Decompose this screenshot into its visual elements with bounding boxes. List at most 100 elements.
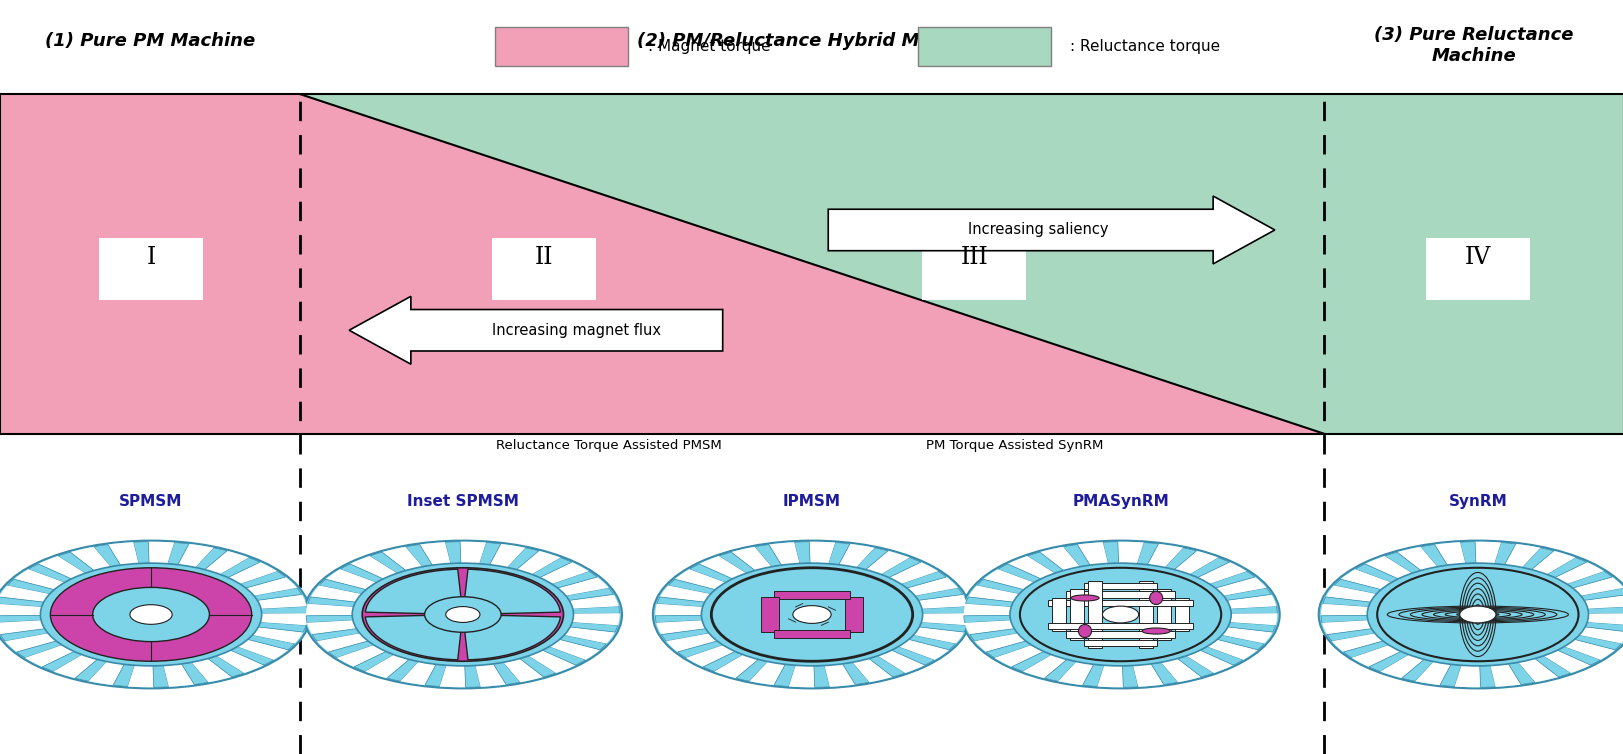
- FancyBboxPatch shape: [99, 238, 203, 300]
- Circle shape: [41, 563, 261, 666]
- FancyBboxPatch shape: [1425, 238, 1529, 300]
- Wedge shape: [755, 544, 781, 567]
- Wedge shape: [1571, 577, 1623, 596]
- Wedge shape: [307, 621, 357, 635]
- Wedge shape: [1173, 551, 1217, 575]
- Wedge shape: [901, 572, 946, 588]
- Circle shape: [445, 606, 480, 623]
- Wedge shape: [167, 543, 188, 565]
- Wedge shape: [659, 586, 711, 602]
- Wedge shape: [182, 662, 208, 685]
- Circle shape: [41, 563, 261, 666]
- FancyBboxPatch shape: [922, 238, 1026, 300]
- Wedge shape: [667, 579, 714, 594]
- Wedge shape: [365, 654, 409, 678]
- Wedge shape: [962, 604, 1011, 616]
- Wedge shape: [865, 551, 909, 575]
- Polygon shape: [1066, 591, 1173, 598]
- Ellipse shape: [1149, 591, 1162, 605]
- Wedge shape: [685, 645, 735, 667]
- Wedge shape: [557, 577, 609, 596]
- Wedge shape: [70, 547, 110, 571]
- Wedge shape: [328, 641, 373, 657]
- FancyArrow shape: [349, 296, 722, 364]
- Wedge shape: [917, 594, 967, 608]
- Polygon shape: [1156, 590, 1170, 639]
- Wedge shape: [253, 588, 302, 600]
- Text: PM Torque Assisted SynRM: PM Torque Assisted SynRM: [925, 439, 1104, 452]
- Wedge shape: [24, 645, 75, 667]
- Wedge shape: [654, 604, 703, 616]
- Wedge shape: [1556, 646, 1600, 665]
- Wedge shape: [1331, 633, 1383, 652]
- Wedge shape: [16, 641, 62, 657]
- Wedge shape: [975, 579, 1022, 594]
- Wedge shape: [1582, 594, 1623, 608]
- Wedge shape: [922, 606, 969, 614]
- Wedge shape: [1011, 651, 1052, 672]
- FancyArrow shape: [828, 196, 1274, 264]
- Wedge shape: [1578, 627, 1623, 643]
- Polygon shape: [1087, 581, 1102, 648]
- Wedge shape: [914, 588, 962, 600]
- Wedge shape: [365, 615, 463, 660]
- Wedge shape: [1543, 650, 1589, 673]
- Wedge shape: [808, 541, 834, 564]
- Circle shape: [711, 568, 912, 661]
- Wedge shape: [1350, 645, 1401, 667]
- Wedge shape: [1380, 654, 1423, 678]
- Wedge shape: [1222, 588, 1271, 600]
- Circle shape: [701, 563, 922, 666]
- Circle shape: [352, 563, 573, 666]
- Wedge shape: [565, 588, 613, 600]
- Wedge shape: [1133, 664, 1164, 687]
- Wedge shape: [1039, 547, 1079, 571]
- Wedge shape: [1319, 615, 1367, 623]
- Wedge shape: [563, 627, 615, 643]
- Wedge shape: [516, 551, 560, 575]
- Wedge shape: [898, 639, 948, 660]
- Polygon shape: [1047, 599, 1193, 606]
- Wedge shape: [354, 651, 394, 672]
- Wedge shape: [719, 552, 755, 573]
- Wedge shape: [1508, 662, 1534, 685]
- Wedge shape: [0, 586, 50, 602]
- Wedge shape: [1186, 650, 1232, 673]
- Wedge shape: [164, 664, 195, 687]
- Wedge shape: [339, 564, 383, 583]
- Circle shape: [1010, 563, 1230, 666]
- Wedge shape: [1479, 666, 1495, 688]
- Wedge shape: [1058, 661, 1094, 685]
- Text: (2) PM/Reluctance Hybrid Machine: (2) PM/Reluctance Hybrid Machine: [636, 32, 987, 51]
- Wedge shape: [964, 621, 1014, 635]
- Polygon shape: [1066, 631, 1173, 638]
- Wedge shape: [1102, 541, 1118, 563]
- Wedge shape: [245, 577, 297, 596]
- Wedge shape: [828, 543, 849, 565]
- Wedge shape: [1563, 639, 1613, 660]
- Wedge shape: [503, 658, 544, 682]
- Wedge shape: [94, 544, 120, 567]
- Wedge shape: [813, 666, 829, 688]
- FancyBboxPatch shape: [492, 238, 596, 300]
- Circle shape: [93, 587, 209, 642]
- Polygon shape: [773, 590, 850, 599]
- Wedge shape: [261, 606, 308, 614]
- Wedge shape: [308, 597, 355, 607]
- Wedge shape: [837, 544, 873, 568]
- Circle shape: [652, 541, 971, 688]
- Polygon shape: [1173, 598, 1188, 631]
- Wedge shape: [1196, 562, 1246, 584]
- Wedge shape: [1587, 606, 1623, 614]
- Wedge shape: [1097, 665, 1123, 688]
- Wedge shape: [128, 665, 154, 688]
- Text: PMASynRM: PMASynRM: [1071, 494, 1169, 509]
- Wedge shape: [912, 627, 964, 643]
- Wedge shape: [1217, 635, 1264, 650]
- Wedge shape: [463, 615, 560, 660]
- Wedge shape: [573, 606, 620, 614]
- Wedge shape: [1321, 621, 1371, 635]
- Wedge shape: [568, 594, 618, 608]
- Circle shape: [304, 541, 622, 688]
- Wedge shape: [984, 569, 1034, 590]
